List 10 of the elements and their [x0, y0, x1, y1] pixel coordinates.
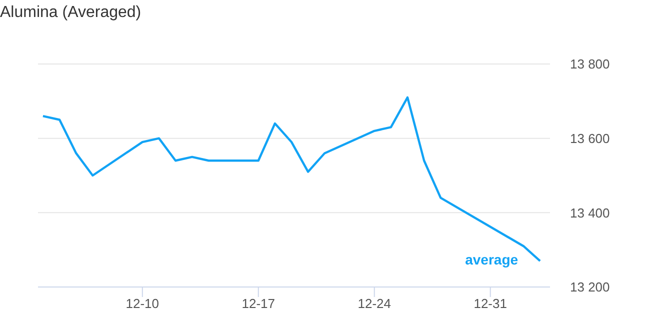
chart-title: Alumina (Averaged): [0, 4, 142, 22]
y-tick-label: 13 800: [570, 56, 610, 72]
x-tick-label: 12-10: [126, 296, 160, 312]
y-tick-label: 13 200: [570, 280, 610, 295]
x-tick-label: 12-17: [242, 296, 275, 312]
series-label: average: [465, 252, 518, 268]
y-tick-label: 13 600: [570, 130, 610, 146]
x-tick-label: 12-24: [358, 296, 391, 312]
y-tick-label: 13 400: [570, 205, 610, 220]
x-tick-label: 12-31: [474, 296, 507, 312]
